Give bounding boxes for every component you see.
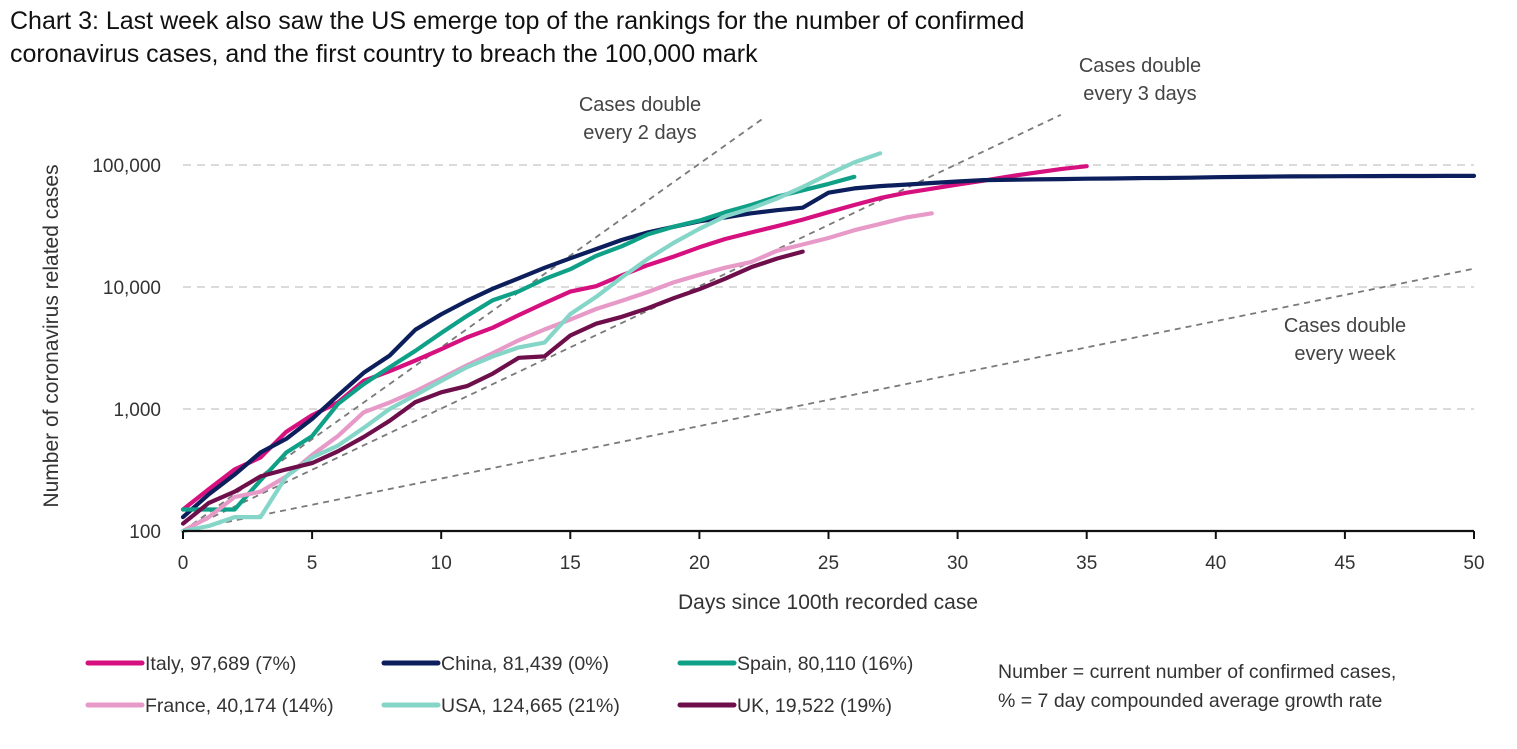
x-axis [182,529,1475,539]
x-axis-label: Days since 100th recorded case [678,591,978,614]
y-tick-label: 1,000 [113,400,161,421]
legend: Italy, 97,689 (7%) China, 81,439 (0%) Spai… [85,653,913,717]
series-line-5 [180,249,805,526]
reference-line-annotations: Cases double every 2 days Cases double ever… [579,55,1406,365]
legend-entry-label: Spain, 80,110 (16%) [737,653,913,675]
x-tick-label: 20 [689,553,710,574]
legend-note-line-1: Number = current number of confirmed cas… [998,661,1396,683]
x-tick-label: 15 [560,553,581,574]
chart-title-line-1: Chart 3: Last week also saw the US emerg… [10,7,1024,35]
y-tick-label: 100,000 [92,156,161,177]
chart-title-line-2: coronavirus cases, and the first country… [10,40,758,68]
reference-annotation-line: every 3 days [1083,83,1196,105]
gridlines [183,164,1474,410]
legend-note-line-2: % = 7 day compounded average growth rate [998,690,1382,712]
reference-annotation-line: Cases double [579,94,701,116]
x-tick-label: 40 [1205,553,1226,574]
reference-annotation-line: Cases double [1284,315,1406,337]
reference-annotation-line: every 2 days [583,122,696,144]
series-line-2 [180,174,857,512]
reference-annotation-line: every week [1294,343,1396,365]
x-tick-label: 45 [1334,553,1355,574]
reference-line-doubling-3 [182,113,1062,532]
legend-entry-label: Italy, 97,689 (7%) [145,653,296,675]
x-tick-label: 30 [947,553,968,574]
x-tick-label: 25 [818,553,839,574]
x-tick-label: 10 [431,553,452,574]
y-axis-label: Number of coronavirus related cases [40,164,63,507]
chart-title: Chart 3: Last week also saw the US emerg… [10,7,1024,68]
legend-note: Number = current number of confirmed cas… [998,661,1396,712]
x-tick-label: 35 [1076,553,1097,574]
legend-entry-label: France, 40,174 (14%) [145,695,334,717]
series-lines [180,151,1477,534]
reference-annotation-line: Cases double [1079,55,1201,77]
y-tick-labels: 100 1,000 10,000 100,000 [92,156,161,543]
legend-entry-label: China, 81,439 (0%) [441,653,609,675]
doubling-reference-lines [182,113,1475,532]
y-tick-label: 10,000 [103,278,161,299]
y-tick-label: 100 [129,522,161,543]
x-tick-labels: 0 5 10 15 20 25 30 35 40 45 50 [178,553,1485,574]
reference-line-doubling-7 [182,267,1475,532]
x-tick-label: 5 [307,553,318,574]
legend-entry-label: USA, 124,665 (21%) [441,695,620,717]
x-tick-label: 50 [1463,553,1484,574]
reference-line-doubling-2 [182,117,765,532]
series-line-1 [180,173,1477,520]
x-tick-label: 0 [178,553,189,574]
legend-entry-label: UK, 19,522 (19%) [737,695,892,717]
